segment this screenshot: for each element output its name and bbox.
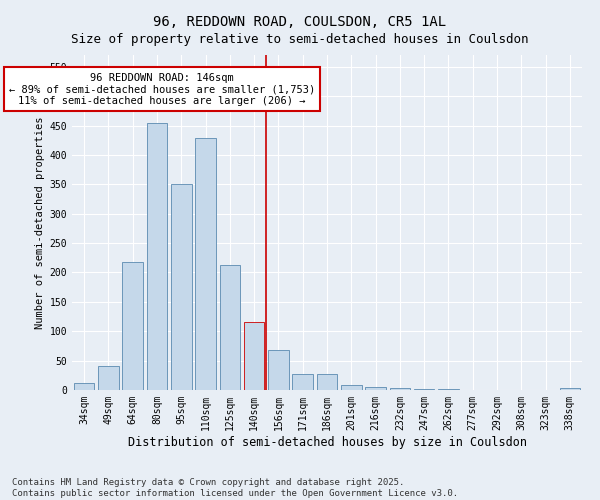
Bar [171, 184, 191, 390]
Bar [365, 387, 386, 390]
Bar [220, 266, 240, 390]
Text: Contains HM Land Registry data © Crown copyright and database right 2025.
Contai: Contains HM Land Registry data © Crown c… [12, 478, 458, 498]
Bar [146, 122, 167, 390]
Bar [74, 383, 94, 390]
Bar [389, 388, 410, 390]
Y-axis label: Number of semi-detached properties: Number of semi-detached properties [35, 116, 46, 329]
Bar [341, 384, 362, 390]
Bar [560, 388, 580, 390]
Text: 96, REDDOWN ROAD, COULSDON, CR5 1AL: 96, REDDOWN ROAD, COULSDON, CR5 1AL [154, 15, 446, 29]
Bar [98, 366, 119, 390]
Bar [292, 374, 313, 390]
Bar [244, 322, 265, 390]
Bar [195, 138, 216, 390]
X-axis label: Distribution of semi-detached houses by size in Coulsdon: Distribution of semi-detached houses by … [128, 436, 527, 448]
Bar [317, 374, 337, 390]
Bar [122, 262, 143, 390]
Text: Size of property relative to semi-detached houses in Coulsdon: Size of property relative to semi-detach… [71, 32, 529, 46]
Text: 96 REDDOWN ROAD: 146sqm
← 89% of semi-detached houses are smaller (1,753)
11% of: 96 REDDOWN ROAD: 146sqm ← 89% of semi-de… [9, 72, 315, 106]
Bar [268, 350, 289, 390]
